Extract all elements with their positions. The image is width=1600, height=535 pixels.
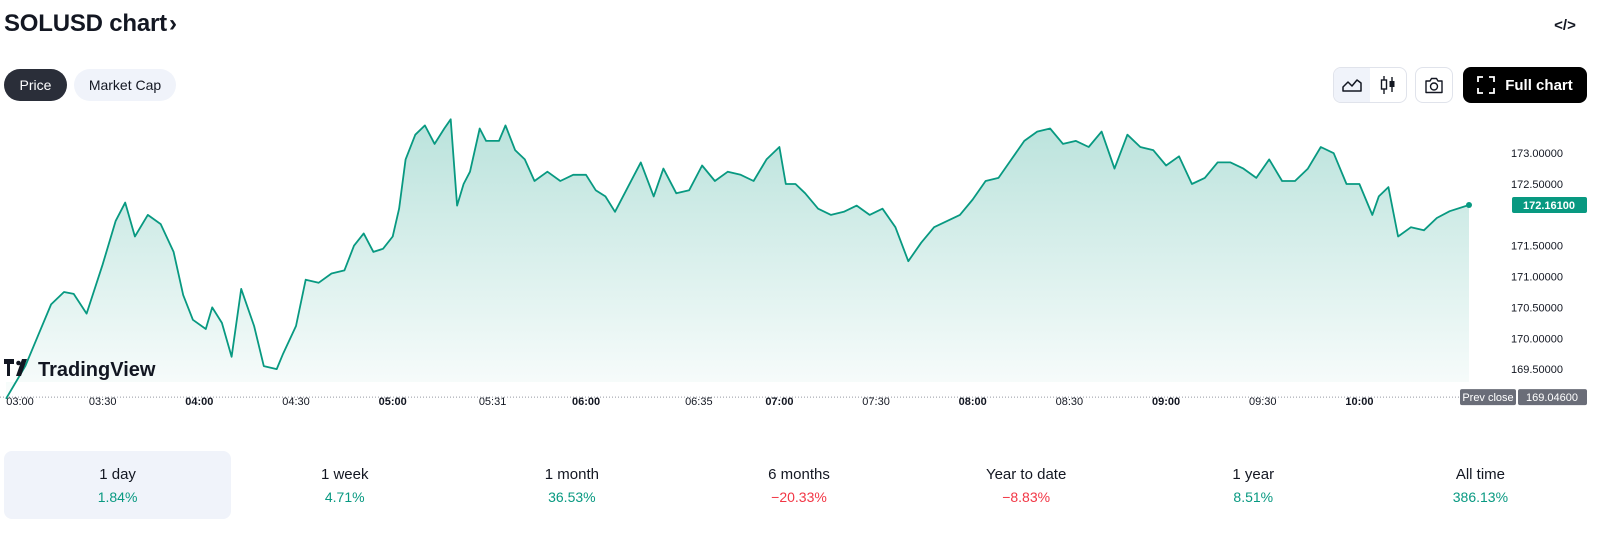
full-chart-button[interactable]: Full chart xyxy=(1463,67,1587,103)
x-tick-label: 04:30 xyxy=(282,396,310,408)
page-title[interactable]: SOLUSD chart › xyxy=(4,10,177,38)
snapshot-button[interactable] xyxy=(1415,67,1453,103)
x-tick-label: 06:00 xyxy=(572,396,600,408)
prev-close-value: 169.04600 xyxy=(1526,392,1578,404)
period-change: −20.33% xyxy=(771,488,827,505)
period-performance: 1 day 1.84% 1 week 4.71% 1 month 36.53% … xyxy=(4,451,1594,519)
y-tick-label: 173.00000 xyxy=(1511,148,1563,160)
prev-close-label: Prev close xyxy=(1462,392,1513,404)
period-change: 8.51% xyxy=(1233,488,1274,505)
period-label: 1 day xyxy=(99,465,136,483)
embed-code-icon[interactable]: </> xyxy=(1554,16,1576,34)
period-1-week[interactable]: 1 week 4.71% xyxy=(231,451,458,519)
period-label: 1 week xyxy=(320,465,369,483)
x-tick-label: 09:00 xyxy=(1152,396,1180,408)
period-label: 1 year xyxy=(1232,465,1275,483)
fullscreen-icon xyxy=(1477,76,1496,94)
x-tick-label: 07:30 xyxy=(862,396,890,408)
toggle-price[interactable]: Price xyxy=(4,69,67,101)
chevron-right-icon: › xyxy=(168,10,177,37)
price-series-line xyxy=(5,118,1470,400)
period-6-months[interactable]: 6 months −20.33% xyxy=(685,451,912,519)
period-change: 4.71% xyxy=(324,488,365,505)
period-year-to-date[interactable]: Year to date −8.83% xyxy=(913,451,1140,519)
camera-icon xyxy=(1425,77,1443,93)
y-tick-label: 171.50000 xyxy=(1511,241,1563,253)
full-chart-label: Full chart xyxy=(1505,76,1573,94)
y-tick-label: 171.00000 xyxy=(1511,272,1563,284)
candles-icon xyxy=(1380,76,1395,94)
period-change: 1.84% xyxy=(97,488,138,505)
x-tick-label: 07:00 xyxy=(765,396,793,408)
x-tick-label: 04:00 xyxy=(185,396,213,408)
y-tick-label: 170.50000 xyxy=(1511,302,1563,314)
toggle-market-cap[interactable]: Market Cap xyxy=(74,69,176,101)
area-fill xyxy=(6,119,1469,399)
x-tick-label: 03:00 xyxy=(6,396,34,408)
last-price-point xyxy=(1466,201,1472,208)
tradingview-logo: TradingView xyxy=(4,359,156,381)
y-tick-label: 169.50000 xyxy=(1511,364,1563,376)
x-tick-label: 03:30 xyxy=(89,396,117,408)
area-chart-icon xyxy=(1342,79,1362,92)
period-change: 36.53% xyxy=(548,488,596,505)
x-tick-label: 05:00 xyxy=(379,396,407,408)
x-tick-label: 10:00 xyxy=(1345,396,1373,408)
y-tick-label: 170.00000 xyxy=(1511,333,1563,345)
period-1-year[interactable]: 1 year 8.51% xyxy=(1140,451,1367,519)
x-tick-label: 08:00 xyxy=(959,396,987,408)
period-change: −8.83% xyxy=(1002,488,1051,505)
period-all-time[interactable]: All time 386.13% xyxy=(1367,451,1594,519)
area-chart-button[interactable] xyxy=(1334,68,1370,102)
x-tick-label: 08:30 xyxy=(1056,396,1084,408)
period-label: 1 month xyxy=(544,465,599,483)
current-price-tag: 172.16100 xyxy=(1512,196,1587,213)
period-1-month[interactable]: 1 month 36.53% xyxy=(458,451,685,519)
chart-title: SOLUSD chart xyxy=(4,10,167,37)
x-tick-label: 06:35 xyxy=(685,396,713,408)
x-tick-label: 09:30 xyxy=(1249,396,1277,408)
period-change: 386.13% xyxy=(1452,488,1509,505)
x-tick-label: 05:31 xyxy=(479,396,507,408)
period-label: Year to date xyxy=(985,465,1067,483)
price-chart[interactable]: 169.50000 170.00000 170.50000 171.00000 171.… xyxy=(0,110,1600,420)
current-price-label: 172.16100 xyxy=(1523,200,1575,212)
prev-close-tag: Prev close 169.04600 xyxy=(1460,389,1587,406)
tradingview-watermark: TradingView xyxy=(38,359,156,381)
candles-chart-button[interactable] xyxy=(1370,68,1406,102)
period-1-day[interactable]: 1 day 1.84% xyxy=(4,451,232,519)
tradingview-logo-icon xyxy=(4,359,27,376)
period-label: All time xyxy=(1455,465,1505,483)
chart-type-group xyxy=(1333,67,1407,103)
period-label: 6 months xyxy=(768,465,830,483)
y-tick-label: 172.50000 xyxy=(1511,179,1563,191)
